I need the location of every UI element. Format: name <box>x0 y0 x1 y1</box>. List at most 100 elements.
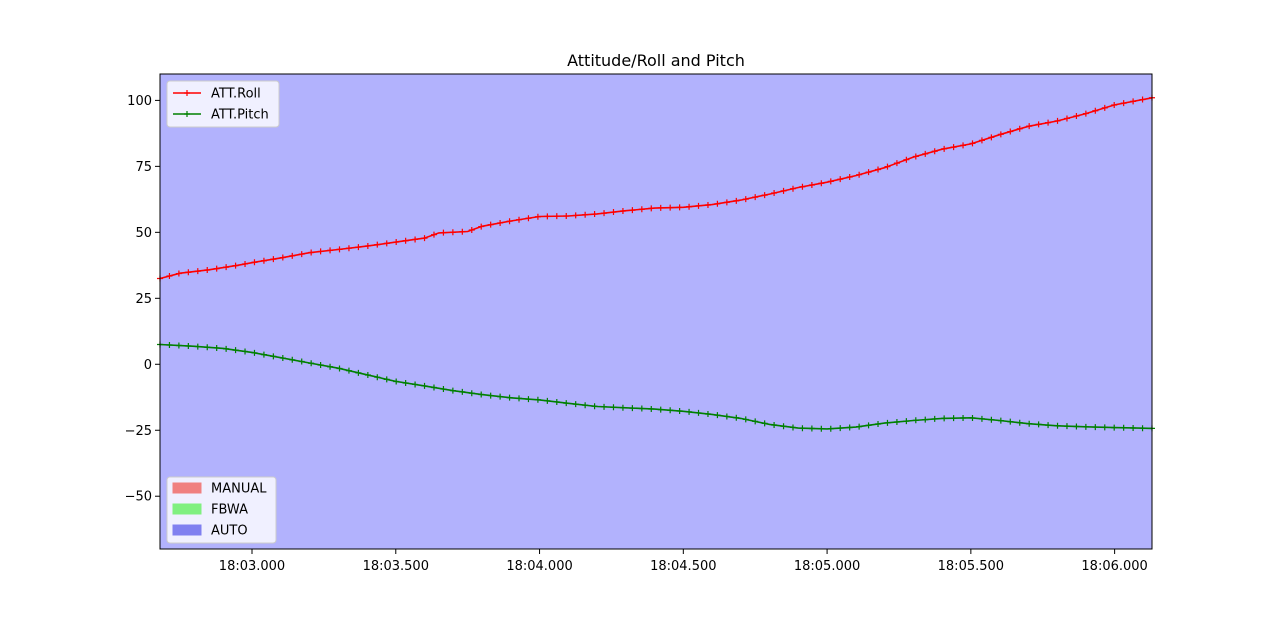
series-marker <box>544 397 551 404</box>
x-tick-label: 18:05.500 <box>938 559 1004 574</box>
series-marker <box>355 369 362 376</box>
series-marker <box>298 251 305 258</box>
series-marker <box>912 417 919 424</box>
legend-label: ATT.Pitch <box>211 108 269 123</box>
series-marker <box>856 423 863 430</box>
series-marker <box>355 244 362 251</box>
series-marker <box>601 210 608 217</box>
series-marker <box>166 341 173 348</box>
series-marker <box>1082 110 1089 117</box>
y-tick-label: 25 <box>135 292 152 307</box>
series-marker <box>563 400 570 407</box>
series-marker <box>374 374 381 381</box>
series-marker <box>270 256 277 263</box>
legend-marker <box>184 111 190 117</box>
series-marker <box>393 378 400 385</box>
series-marker <box>364 372 371 379</box>
mode-swatch <box>172 482 202 494</box>
series-marker <box>223 264 230 271</box>
mode-swatch <box>172 524 202 536</box>
plot-frame <box>159 73 1153 550</box>
series-marker <box>761 420 768 427</box>
series-marker <box>345 245 352 252</box>
series-marker <box>771 422 778 429</box>
series-marker <box>232 347 239 354</box>
mode-legend: MANUAL FBWA AUTO <box>166 476 277 544</box>
series-marker <box>723 199 730 206</box>
series-marker <box>988 134 995 141</box>
series-marker <box>412 381 419 388</box>
series-marker <box>327 247 334 254</box>
y-tick-label: −50 <box>125 490 152 505</box>
series-marker <box>383 376 390 383</box>
x-axis: 18:03.000 18:03.500 18:04.000 18:04.500 18:0… <box>219 549 1148 574</box>
series-marker <box>1101 104 1108 111</box>
y-tick-label: 50 <box>135 226 152 241</box>
series-marker <box>175 270 182 277</box>
series-marker <box>430 384 437 391</box>
series-marker <box>638 405 645 412</box>
series-marker <box>988 416 995 423</box>
series-marker <box>931 148 938 155</box>
series-marker <box>846 424 853 431</box>
series-marker <box>875 166 882 173</box>
series-marker <box>497 393 504 400</box>
series-marker <box>383 240 390 247</box>
series-marker <box>251 349 258 356</box>
series-marker <box>516 395 523 402</box>
series-marker <box>714 200 721 207</box>
series-marker <box>223 345 230 352</box>
series-marker <box>506 218 513 225</box>
y-tick-label: −25 <box>125 424 152 439</box>
series-marker <box>175 342 182 349</box>
x-tick-label: 18:06.000 <box>1081 559 1147 574</box>
series-marker <box>789 185 796 192</box>
series-marker <box>308 249 315 256</box>
series-marker <box>270 353 277 360</box>
series-marker <box>298 358 305 365</box>
series-marker <box>364 242 371 249</box>
series-marker <box>893 418 900 425</box>
series-marker <box>1054 117 1061 124</box>
series-marker <box>412 236 419 243</box>
series-marker <box>1139 96 1146 103</box>
series-marker <box>771 190 778 197</box>
series-marker <box>884 163 891 170</box>
series-marker <box>733 197 740 204</box>
series-marker <box>440 386 447 393</box>
series-marker <box>780 423 787 430</box>
series-legend: ATT.Roll ATT.Pitch <box>166 80 280 128</box>
y-tick-label: 0 <box>144 358 152 373</box>
series-marker <box>695 409 702 416</box>
series-marker <box>544 213 551 220</box>
series-marker <box>572 401 579 408</box>
series-marker <box>1111 424 1118 431</box>
series-marker <box>950 415 957 422</box>
series-marker <box>865 422 872 429</box>
series-marker <box>1045 119 1052 126</box>
series-marker <box>345 367 352 374</box>
series-layer <box>157 94 1155 432</box>
series-marker <box>960 142 967 149</box>
series-marker <box>402 379 409 386</box>
series-marker <box>1063 115 1070 122</box>
series-marker <box>393 239 400 246</box>
series-marker <box>402 237 409 244</box>
series-marker <box>619 208 626 215</box>
series-marker <box>818 180 825 187</box>
series-marker <box>931 415 938 422</box>
mode-legend-label: AUTO <box>211 524 248 539</box>
series-marker <box>1035 121 1042 128</box>
series-att-pitch <box>157 341 1155 432</box>
series-marker <box>185 269 192 276</box>
series-marker <box>686 408 693 415</box>
series-marker <box>752 418 759 425</box>
series-marker <box>619 404 626 411</box>
series-marker <box>563 213 570 220</box>
series-marker <box>733 414 740 421</box>
series-marker <box>194 268 201 275</box>
series-marker <box>459 228 466 235</box>
series-marker <box>582 211 589 218</box>
x-tick-label: 18:03.500 <box>363 559 429 574</box>
series-marker <box>516 216 523 223</box>
